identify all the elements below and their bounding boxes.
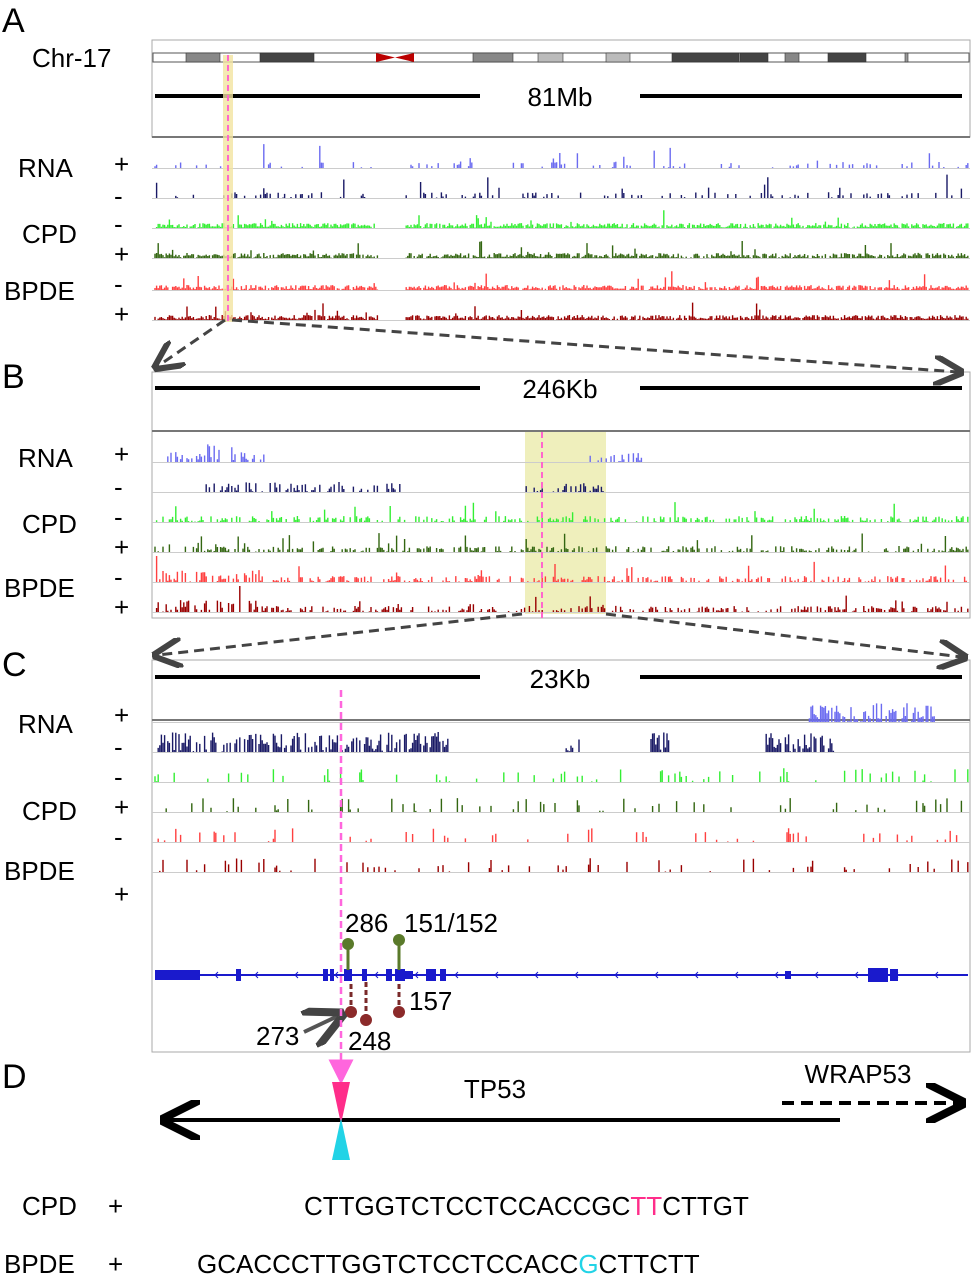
seq-label-cpd: CPD bbox=[22, 1191, 77, 1221]
zoom-arrow bbox=[158, 612, 523, 655]
track-label-cpd: CPD bbox=[22, 796, 77, 826]
seq-label-bpde: BPDE bbox=[4, 1249, 75, 1279]
exon bbox=[785, 971, 791, 979]
strand-minus: - bbox=[114, 822, 123, 852]
strand-minus: - bbox=[114, 562, 123, 592]
exon bbox=[890, 969, 898, 981]
track-bpde-plus-signal bbox=[155, 586, 969, 612]
track-label-bpde: BPDE bbox=[4, 856, 75, 886]
scale-label-b: 246Kb bbox=[522, 374, 597, 404]
strand-plus: + bbox=[114, 439, 129, 469]
mutation-markers: 286 151/152 273 248 157 bbox=[256, 908, 498, 1056]
track-bpde-plus-signal bbox=[154, 302, 969, 320]
mutation-label: 273 bbox=[256, 1021, 299, 1051]
sequence-cpd: CTTGGTCTCCTCCACCGCTTCTTGT bbox=[304, 1191, 749, 1221]
zoom-arrow bbox=[231, 318, 958, 372]
track-rna-plus-signal bbox=[154, 144, 969, 168]
track-label-rna: RNA bbox=[18, 709, 74, 739]
strand-minus: - bbox=[114, 732, 123, 762]
mutation-label: 151/152 bbox=[404, 908, 498, 938]
exon bbox=[155, 970, 200, 980]
exon bbox=[395, 969, 405, 981]
panel-c-frame bbox=[151, 659, 971, 1053]
exon bbox=[330, 969, 334, 981]
strand-plus: + bbox=[114, 792, 129, 822]
strand-plus: + bbox=[114, 239, 129, 269]
track-cpd-plus-signal bbox=[154, 533, 969, 552]
exon bbox=[440, 969, 446, 981]
strand-minus: - bbox=[114, 269, 123, 299]
track-labels: RNACPDBPDE+--+-+RNACPDBPDE+--+-+RNACPDBP… bbox=[4, 149, 129, 909]
panel-label-b: B bbox=[2, 358, 25, 396]
sequence-bpde: GCACCCTTGGTCTCCTCCACCGCTTCTT bbox=[197, 1249, 700, 1279]
strand-minus: - bbox=[114, 181, 123, 211]
track-label-cpd: CPD bbox=[22, 509, 77, 539]
exon bbox=[386, 969, 392, 981]
exon bbox=[426, 969, 436, 981]
track-label-rna: RNA bbox=[18, 153, 74, 183]
track-bpde-plus-signal bbox=[159, 858, 969, 872]
chromosome-label: Chr-17 bbox=[32, 43, 111, 73]
track-rna-plus-signal bbox=[167, 444, 643, 462]
scale-label-c: 23Kb bbox=[530, 664, 591, 694]
cpd-damage-triangle bbox=[332, 1082, 350, 1124]
track-rna-minus-signal bbox=[205, 482, 604, 492]
exon bbox=[868, 968, 888, 982]
panel-label-c: C bbox=[2, 646, 27, 684]
seq-strand-bpde: + bbox=[108, 1249, 123, 1279]
track-bpde-minus-signal bbox=[154, 271, 969, 290]
exon bbox=[323, 969, 328, 981]
track-label-bpde: BPDE bbox=[4, 276, 75, 306]
strand-plus: + bbox=[114, 700, 129, 730]
mutation-label: 248 bbox=[348, 1026, 391, 1056]
track-bpde-minus-signal bbox=[157, 828, 958, 842]
track-label-bpde: BPDE bbox=[4, 573, 75, 603]
strand-minus: - bbox=[114, 209, 123, 239]
zoom-arrow bbox=[158, 318, 226, 366]
track-cpd-plus-signal bbox=[154, 241, 969, 258]
panel-label-a: A bbox=[2, 2, 25, 40]
exon bbox=[236, 969, 241, 981]
track-rna-minus-signal bbox=[157, 732, 835, 752]
bpde-damage-triangle bbox=[332, 1118, 350, 1160]
track-cpd-plus-signal bbox=[165, 798, 963, 812]
exon bbox=[362, 969, 367, 981]
scale-label-a: 81Mb bbox=[527, 82, 592, 112]
strand-minus: - bbox=[114, 762, 123, 792]
strand-plus: + bbox=[114, 149, 129, 179]
zoom-arrow bbox=[605, 612, 962, 657]
panel-label-d: D bbox=[2, 1058, 27, 1096]
track-cpd-minus-signal bbox=[154, 768, 969, 782]
track-rna-plus-signal bbox=[808, 703, 935, 722]
strand-plus: + bbox=[114, 299, 129, 329]
strand-plus: + bbox=[114, 879, 129, 909]
chromosome-ideogram bbox=[152, 52, 970, 63]
track-label-rna: RNA bbox=[18, 443, 74, 473]
track-rna-minus-signal bbox=[155, 174, 963, 198]
track-label-cpd: CPD bbox=[22, 219, 77, 249]
signal-tracks bbox=[152, 144, 970, 873]
track-cpd-minus-signal bbox=[155, 210, 969, 228]
track-bpde-minus-signal bbox=[155, 556, 967, 582]
exon bbox=[405, 971, 413, 979]
mutation-label: 157 bbox=[409, 986, 452, 1016]
mutation-label: 286 bbox=[345, 908, 388, 938]
exon bbox=[344, 969, 352, 981]
gene-label-tp53: TP53 bbox=[464, 1074, 526, 1104]
panel-b-frame bbox=[151, 371, 971, 619]
track-cpd-minus-signal bbox=[155, 502, 969, 522]
gene-label-wrap53: WRAP53 bbox=[805, 1059, 912, 1089]
strand-plus: + bbox=[114, 532, 129, 562]
tp53-gene-model bbox=[155, 968, 968, 982]
strand-minus: - bbox=[114, 472, 123, 502]
seq-strand-cpd: + bbox=[108, 1191, 123, 1221]
strand-plus: + bbox=[114, 592, 129, 622]
strand-minus: - bbox=[114, 502, 123, 532]
